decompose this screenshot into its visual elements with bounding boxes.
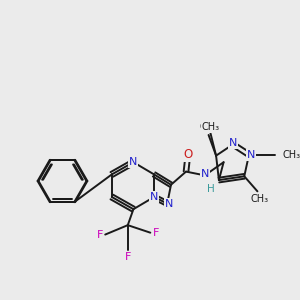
Text: N: N: [201, 169, 209, 179]
Text: CH₃: CH₃: [201, 122, 220, 131]
Text: F: F: [124, 252, 131, 262]
Text: F: F: [96, 230, 103, 240]
Text: F: F: [153, 228, 159, 238]
Text: N: N: [247, 150, 255, 160]
Text: N: N: [129, 157, 138, 167]
Text: H: H: [207, 184, 214, 194]
Text: CH₃: CH₃: [200, 122, 217, 133]
Text: CH₃: CH₃: [283, 150, 300, 160]
Text: N: N: [165, 199, 173, 208]
Text: CH₃: CH₃: [250, 194, 268, 204]
Text: N: N: [150, 192, 158, 202]
Text: N: N: [229, 138, 237, 148]
Text: O: O: [183, 148, 193, 161]
